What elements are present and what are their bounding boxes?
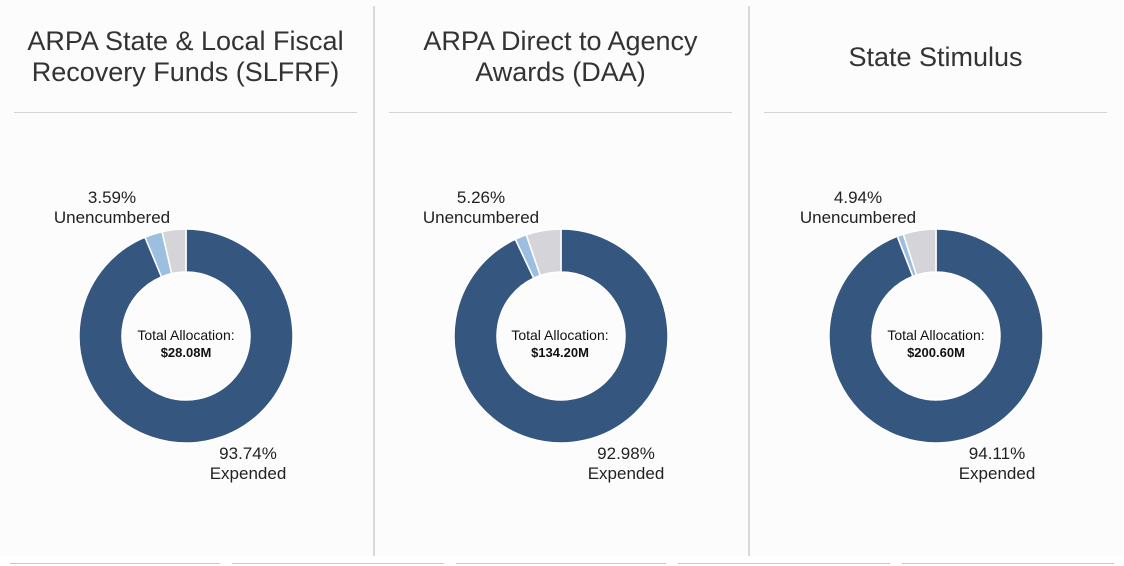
donut-chart-slfrf[interactable] xyxy=(0,0,373,556)
total-allocation-value: $134.20M xyxy=(531,345,589,360)
unencumbered-name: Unencumbered xyxy=(799,208,917,227)
panel-divider xyxy=(748,6,750,556)
title-rule xyxy=(764,112,1107,113)
total-allocation-value: $200.60M xyxy=(907,345,965,360)
unencumbered-pct: 3.59% xyxy=(87,188,137,207)
expended-label: 94.11% Expended xyxy=(947,444,1047,484)
expended-name: Expended xyxy=(958,464,1036,483)
unencumbered-name: Unencumbered xyxy=(422,208,540,227)
center-label: Total Allocation: $200.60M xyxy=(856,327,1016,361)
footer-rule xyxy=(232,563,444,564)
expended-label: 92.98% Expended xyxy=(576,444,676,484)
slice-expended[interactable] xyxy=(78,228,294,444)
title-rule xyxy=(14,112,357,113)
unencumbered-pct: 4.94% xyxy=(833,188,883,207)
center-label: Total Allocation: $28.08M xyxy=(106,327,266,361)
chart-title: ARPA Direct to Agency Awards (DAA) xyxy=(423,26,698,87)
total-allocation-label: Total Allocation: xyxy=(137,327,235,343)
panel-state-stimulus: State Stimulus 4.94% Unencumbered 94.11%… xyxy=(750,0,1123,556)
chart-title: State Stimulus xyxy=(848,41,1023,72)
footer-rule xyxy=(456,563,666,564)
unencumbered-label: 5.26% Unencumbered xyxy=(415,188,547,228)
total-allocation-value: $28.08M xyxy=(160,345,212,360)
expended-pct: 94.11% xyxy=(968,444,1026,463)
expended-label: 93.74% Expended xyxy=(198,444,298,484)
center-label: Total Allocation: $134.20M xyxy=(480,327,640,361)
expended-name: Expended xyxy=(209,464,287,483)
panel-daa: ARPA Direct to Agency Awards (DAA) 5.26%… xyxy=(375,0,748,556)
unencumbered-label: 3.59% Unencumbered xyxy=(46,188,178,228)
footer-rule xyxy=(10,563,220,564)
donut-chart-daa[interactable] xyxy=(375,0,748,556)
expended-pct: 93.74% xyxy=(219,444,277,463)
unencumbered-label: 4.94% Unencumbered xyxy=(792,188,924,228)
slice-unencumbered[interactable] xyxy=(161,228,187,275)
expended-pct: 92.98% xyxy=(597,444,655,463)
title-rule xyxy=(389,112,732,113)
chart-title: ARPA State & Local Fiscal Recovery Funds… xyxy=(27,26,344,87)
slice-unencumbered[interactable] xyxy=(902,228,937,277)
unencumbered-pct: 5.26% xyxy=(456,188,506,207)
donut-chart-state-stimulus[interactable] xyxy=(750,0,1123,556)
footer-rule xyxy=(678,563,890,564)
footer-rule xyxy=(902,563,1114,564)
expended-name: Expended xyxy=(587,464,665,483)
slice-expended[interactable] xyxy=(453,228,669,444)
total-allocation-label: Total Allocation: xyxy=(511,327,609,343)
unencumbered-name: Unencumbered xyxy=(53,208,171,227)
total-allocation-label: Total Allocation: xyxy=(887,327,985,343)
slice-expended[interactable] xyxy=(828,228,1044,444)
slice-unencumbered[interactable] xyxy=(525,228,562,277)
panel-divider xyxy=(373,6,375,556)
panel-slfrf: ARPA State & Local Fiscal Recovery Funds… xyxy=(0,0,373,556)
